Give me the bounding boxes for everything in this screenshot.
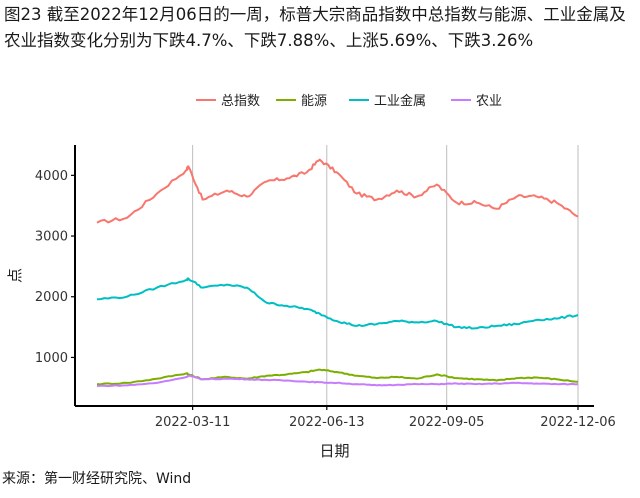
x-tick-label-2: 2022-09-05	[409, 415, 485, 430]
x-tick-label-1: 2022-06-13	[289, 415, 365, 430]
legend: 总指数 能源 工业金属 农业	[196, 93, 502, 109]
series-line-1	[96, 368, 579, 386]
y-tick-label-1: 2000	[35, 290, 68, 305]
source-note: 来源：第一财经研究院、Wind	[2, 471, 192, 487]
y-axis-label: 点	[6, 268, 24, 283]
series-line-2	[96, 277, 579, 330]
grid-lines	[192, 145, 579, 406]
series-line-3	[96, 374, 579, 388]
legend-label-3: 农业	[476, 94, 502, 109]
y-tick-label-3: 4000	[35, 169, 68, 184]
figure-title: 图23 截至2022年12月06日的一周，标普大宗商品指数中总指数与能源、工业金…	[4, 5, 626, 50]
series-line-0	[96, 158, 579, 224]
y-tick-label-0: 1000	[35, 351, 68, 366]
x-tick-label-0: 2022-03-11	[155, 415, 231, 430]
legend-label-1: 能源	[301, 94, 327, 109]
y-tick-label-2: 3000	[35, 230, 68, 245]
legend-label-0: 总指数	[221, 94, 260, 109]
x-axis-label: 日期	[319, 442, 349, 460]
axes: 1000 2000 3000 4000 2022-03-11 2022-06-13 2022…	[35, 145, 616, 430]
series-lines	[96, 158, 579, 388]
legend-label-2: 工业金属	[374, 93, 426, 109]
x-tick-label-3: 2022-12-06	[540, 415, 616, 430]
